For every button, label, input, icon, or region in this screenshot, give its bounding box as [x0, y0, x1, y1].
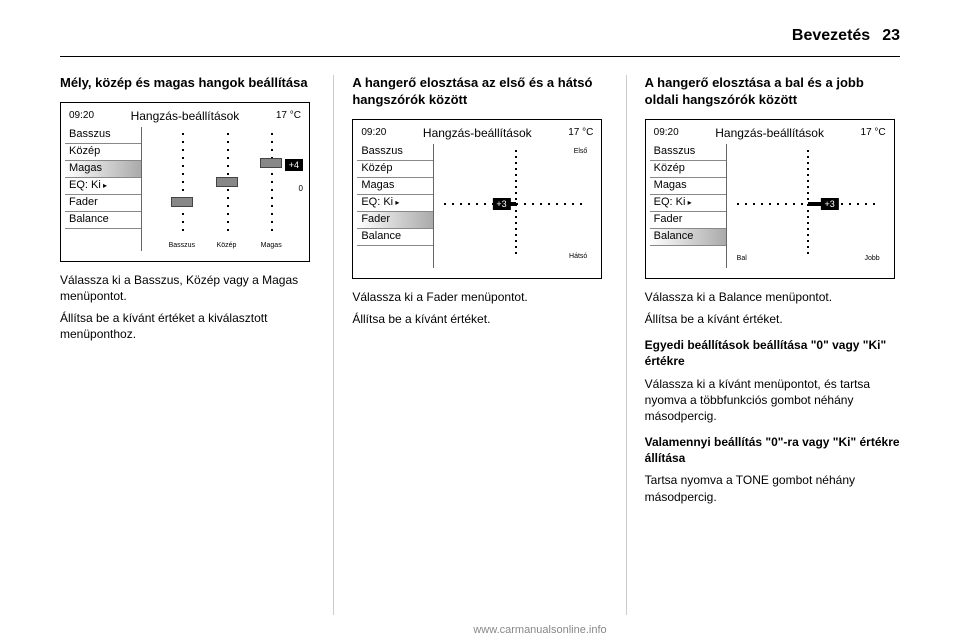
- col3-sub1: Egyedi beállítások beállítása "0" vagy "…: [645, 337, 900, 369]
- figure-titlebar: 09:20 Hangzás-beállítások 17 °C: [357, 124, 597, 144]
- time-label: 09:20: [654, 127, 679, 138]
- figure-graph-eq: BasszusKözépMagas+40: [142, 127, 305, 251]
- columns: Mély, közép és magas hangok beállítása 0…: [60, 75, 900, 615]
- equalizer: BasszusKözépMagas+40: [152, 133, 301, 235]
- menu-item: Fader: [65, 195, 141, 212]
- col2-p1: Válassza ki a Fader menüpontot.: [352, 289, 607, 305]
- figure-menu-3: BasszusKözépMagasEQ: Ki ▸FaderBalance: [650, 144, 727, 268]
- balance-cross: +3BalJobb: [737, 150, 880, 258]
- manual-page: Bevezetés 23 Mély, közép és magas hangok…: [0, 0, 960, 642]
- figure-equalizer: 09:20 Hangzás-beállítások 17 °C BasszusK…: [60, 102, 310, 262]
- figure-menu-2: BasszusKözépMagasEQ: Ki ▸FaderBalance: [357, 144, 434, 268]
- menu-item: EQ: Ki ▸: [650, 195, 726, 212]
- menu-item: Közép: [357, 161, 433, 178]
- col2-heading: A hangerő elosztása az első és a hátsó h…: [352, 75, 607, 109]
- column-3: A hangerő elosztása a bal és a jobb olda…: [627, 75, 900, 615]
- screen-title: Hangzás-beállítások: [679, 126, 861, 140]
- col1-heading: Mély, közép és magas hangok beállítása: [60, 75, 315, 92]
- menu-item: Közép: [650, 161, 726, 178]
- menu-item: Közép: [65, 144, 141, 161]
- time-label: 09:20: [361, 127, 386, 138]
- menu-item: Basszus: [357, 144, 433, 161]
- col3-heading: A hangerő elosztása a bal és a jobb olda…: [645, 75, 900, 109]
- screen-title: Hangzás-beállítások: [94, 109, 276, 123]
- col1-p1: Válassza ki a Basszus, Közép vagy a Maga…: [60, 272, 315, 304]
- footer-url: www.carmanualsonline.info: [60, 624, 960, 636]
- screen-title: Hangzás-beállítások: [386, 126, 568, 140]
- temp-label: 17 °C: [861, 127, 886, 138]
- col3-sub1-body: Válassza ki a kívánt menüpontot, és tart…: [645, 376, 900, 425]
- menu-item: Fader: [650, 212, 726, 229]
- figure-fader: 09:20 Hangzás-beállítások 17 °C BasszusK…: [352, 119, 602, 279]
- menu-item: Basszus: [65, 127, 141, 144]
- menu-item: Magas: [650, 178, 726, 195]
- col3-p2: Állítsa be a kívánt értéket.: [645, 311, 900, 327]
- figure-body: BasszusKözépMagasEQ: Ki ▸FaderBalance +3…: [650, 144, 890, 268]
- menu-item: EQ: Ki ▸: [357, 195, 433, 212]
- page-header: Bevezetés 23: [60, 24, 900, 48]
- page-number: 23: [882, 27, 900, 45]
- col1-p2: Állítsa be a kívánt értéket a kiválaszto…: [60, 310, 315, 342]
- menu-item: Balance: [650, 229, 726, 246]
- figure-balance: 09:20 Hangzás-beállítások 17 °C BasszusK…: [645, 119, 895, 279]
- fader-cross: +3ElsőHátsó: [444, 150, 587, 258]
- menu-item: Basszus: [650, 144, 726, 161]
- header-rule: [60, 56, 900, 57]
- time-label: 09:20: [69, 110, 94, 121]
- column-2: A hangerő elosztása az első és a hátsó h…: [334, 75, 626, 615]
- col3-p1: Válassza ki a Balance menüpontot.: [645, 289, 900, 305]
- figure-menu-1: BasszusKözépMagasEQ: Ki ▸FaderBalance: [65, 127, 142, 251]
- figure-body: BasszusKözépMagasEQ: Ki ▸FaderBalance Ba…: [65, 127, 305, 251]
- figure-titlebar: 09:20 Hangzás-beállítások 17 °C: [650, 124, 890, 144]
- menu-item: Magas: [65, 161, 141, 178]
- figure-graph-fader: +3ElsőHátsó: [434, 144, 597, 268]
- column-1: Mély, közép és magas hangok beállítása 0…: [60, 75, 334, 615]
- col3-sub2: Valamennyi beállítás "0"-ra vagy "Ki" ér…: [645, 434, 900, 466]
- menu-item: EQ: Ki ▸: [65, 178, 141, 195]
- col2-p2: Állítsa be a kívánt értéket.: [352, 311, 607, 327]
- figure-body: BasszusKözépMagasEQ: Ki ▸FaderBalance +3…: [357, 144, 597, 268]
- menu-item: Fader: [357, 212, 433, 229]
- figure-graph-balance: +3BalJobb: [727, 144, 890, 268]
- section-title: Bevezetés: [792, 27, 870, 45]
- figure-titlebar: 09:20 Hangzás-beállítások 17 °C: [65, 107, 305, 127]
- menu-item: Balance: [357, 229, 433, 246]
- temp-label: 17 °C: [568, 127, 593, 138]
- temp-label: 17 °C: [276, 110, 301, 121]
- menu-item: Magas: [357, 178, 433, 195]
- col3-sub2-body: Tartsa nyomva a TONE gombot néhány másod…: [645, 472, 900, 504]
- menu-item: Balance: [65, 212, 141, 229]
